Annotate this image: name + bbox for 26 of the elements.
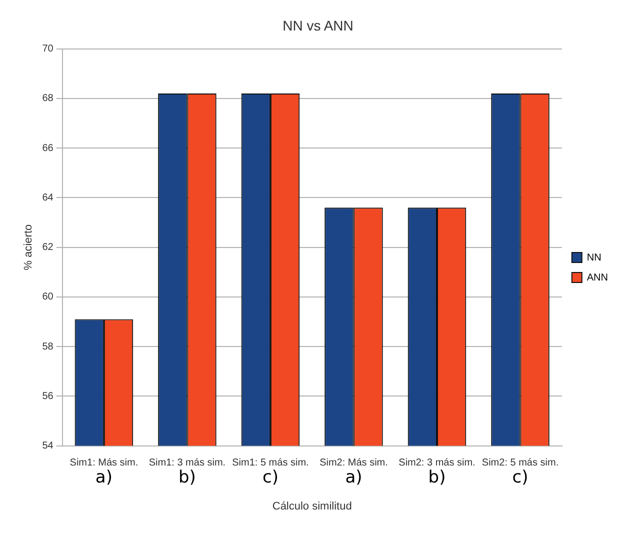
- legend-label: ANN: [586, 272, 608, 284]
- x-tick-label: Sim1: 5 más sim.: [232, 458, 309, 469]
- chart-title: NN vs ANN: [282, 17, 354, 34]
- y-tick-label: 58: [42, 341, 54, 352]
- annotation: c): [512, 468, 528, 488]
- y-tick-label: 64: [42, 192, 54, 204]
- x-axis-title: Cálculo similitud: [272, 500, 352, 512]
- x-tick-label: Sim1: Más sim.: [70, 458, 138, 469]
- legend-label: NN: [586, 252, 602, 264]
- x-tick-label: Sim2: 5 más sim.: [482, 458, 559, 469]
- y-axis-title: % acierto: [22, 224, 35, 270]
- annotation: b): [428, 468, 446, 488]
- y-tick-label: 54: [42, 440, 54, 452]
- annotation: c): [262, 468, 278, 488]
- x-tick-label: Sim2: 3 más sim.: [398, 458, 476, 469]
- y-tick-label: 56: [42, 390, 54, 402]
- y-tick-label: 60: [42, 292, 54, 303]
- x-tick-label: Sim1: 3 más sim.: [148, 458, 226, 469]
- annotation: a): [95, 468, 112, 488]
- annotation: b): [178, 468, 196, 488]
- annotation: a): [345, 468, 362, 488]
- y-tick-label: 70: [42, 44, 54, 55]
- x-tick-label: Sim2: Más sim.: [320, 458, 388, 469]
- y-tick-label: 66: [42, 142, 54, 154]
- y-tick-label: 68: [42, 93, 54, 104]
- y-tick-label: 62: [42, 242, 54, 254]
